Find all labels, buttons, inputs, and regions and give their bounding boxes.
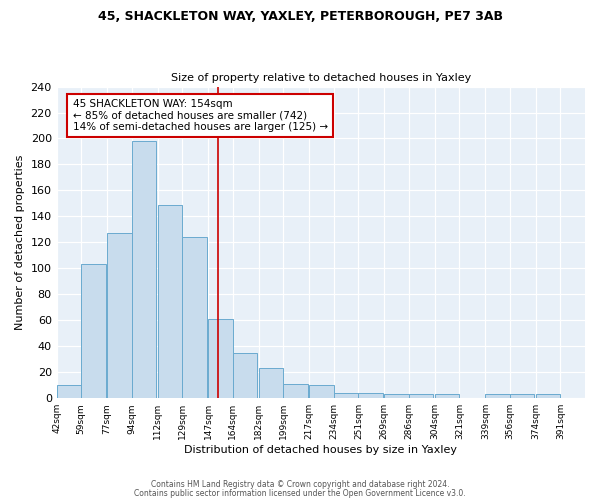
X-axis label: Distribution of detached houses by size in Yaxley: Distribution of detached houses by size … — [184, 445, 457, 455]
Text: 45 SHACKLETON WAY: 154sqm
← 85% of detached houses are smaller (742)
14% of semi: 45 SHACKLETON WAY: 154sqm ← 85% of detac… — [73, 99, 328, 132]
Bar — [233, 353, 257, 398]
Bar — [309, 385, 334, 398]
Y-axis label: Number of detached properties: Number of detached properties — [15, 154, 25, 330]
Bar — [182, 237, 207, 398]
Bar — [536, 394, 560, 398]
Bar — [283, 384, 308, 398]
Text: 45, SHACKLETON WAY, YAXLEY, PETERBOROUGH, PE7 3AB: 45, SHACKLETON WAY, YAXLEY, PETERBOROUGH… — [97, 10, 503, 23]
Bar — [81, 264, 106, 398]
Text: Contains public sector information licensed under the Open Government Licence v3: Contains public sector information licen… — [134, 488, 466, 498]
Bar — [485, 394, 510, 398]
Bar — [435, 394, 460, 398]
Bar — [132, 141, 156, 398]
Bar — [56, 385, 81, 398]
Bar — [358, 393, 383, 398]
Text: Contains HM Land Registry data © Crown copyright and database right 2024.: Contains HM Land Registry data © Crown c… — [151, 480, 449, 489]
Bar — [409, 394, 433, 398]
Bar — [385, 394, 409, 398]
Title: Size of property relative to detached houses in Yaxley: Size of property relative to detached ho… — [171, 73, 471, 83]
Bar — [334, 393, 358, 398]
Bar — [510, 394, 535, 398]
Bar — [208, 319, 233, 398]
Bar — [158, 204, 182, 398]
Bar — [259, 368, 283, 398]
Bar — [107, 234, 132, 398]
